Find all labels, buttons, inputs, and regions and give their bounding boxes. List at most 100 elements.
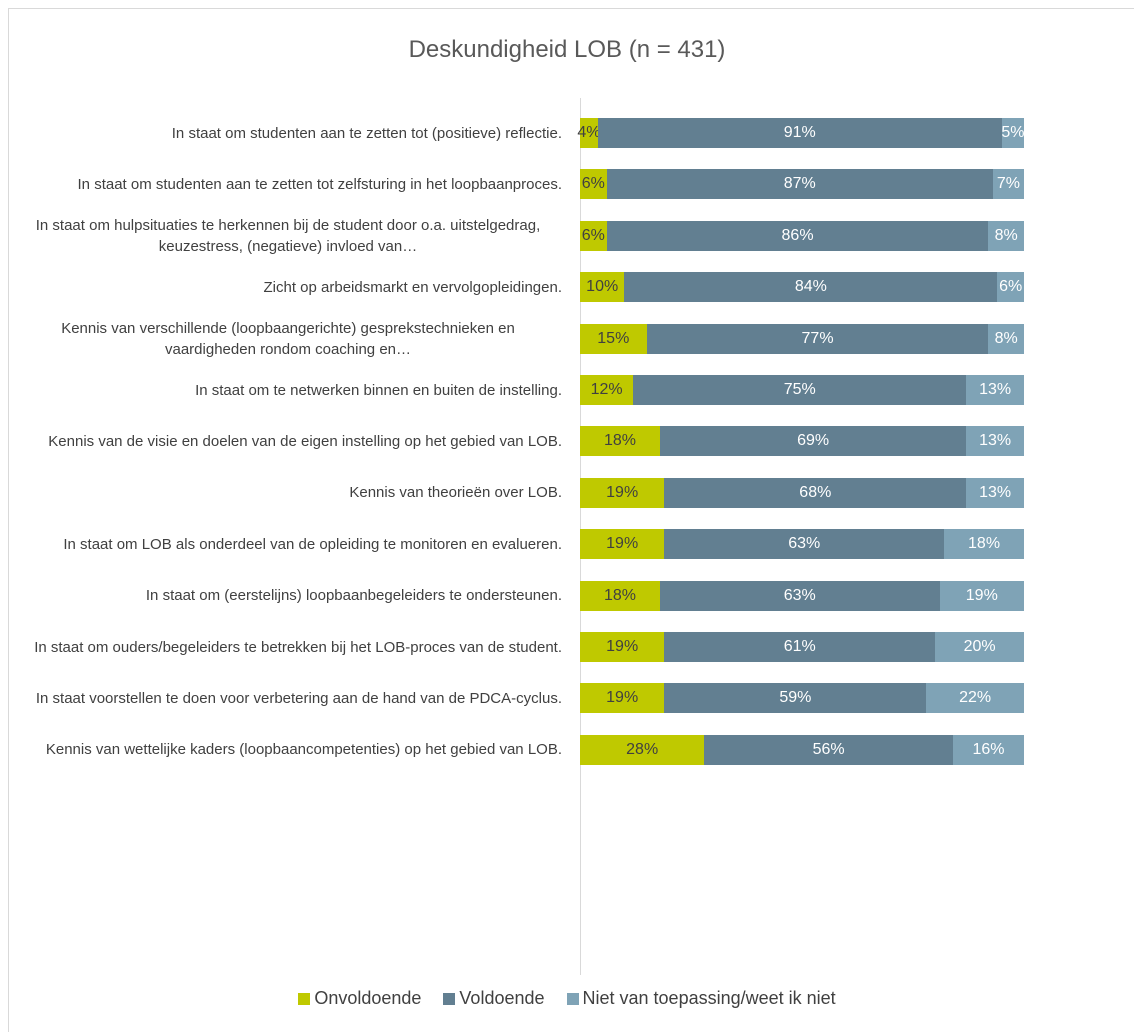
data-label: 19% — [606, 535, 639, 553]
legend-item: Onvoldoende — [298, 988, 421, 1009]
data-label: 56% — [812, 740, 845, 758]
chart-title: Deskundigheid LOB (n = 431) — [408, 36, 726, 63]
category-label: In staat om studenten aan te zetten tot … — [14, 163, 562, 205]
bar-segment: 7% — [992, 169, 1024, 200]
bar-segment: 8% — [988, 323, 1024, 354]
bar-segment: 6% — [580, 220, 607, 251]
category-label: In staat om hulpsituaties te herkennen b… — [14, 215, 562, 257]
data-label: 8% — [994, 329, 1018, 347]
bar-segment: 10% — [580, 272, 625, 303]
bar-segment: 19% — [939, 580, 1024, 611]
data-label: 22% — [959, 689, 992, 707]
bar-segment: 75% — [633, 375, 967, 405]
bar-segment: 69% — [659, 426, 967, 457]
legend-label: Voldoende — [459, 988, 545, 1008]
category-label: In staat om studenten aan te zetten tot … — [14, 112, 562, 154]
category-text: In staat om (eerstelijns) loopbaanbegele… — [145, 587, 562, 605]
data-label: 15% — [597, 329, 630, 347]
category-text: Kennis van theorieën over LOB. — [349, 484, 562, 502]
bar-segment: 8% — [988, 220, 1024, 251]
data-label: 8% — [994, 226, 1018, 244]
data-label: 75% — [783, 381, 816, 398]
data-label: 19% — [965, 586, 998, 604]
data-label: 18% — [968, 535, 1001, 553]
bar-segment: 18% — [944, 529, 1024, 560]
legend-swatch — [566, 992, 579, 1005]
data-label: 69% — [797, 432, 830, 450]
data-label: 5% — [1001, 124, 1025, 141]
bar-segment: 86% — [606, 220, 989, 251]
category-text: Kennis van verschillende (loopbaangerich… — [61, 319, 515, 358]
bar-segment: 63% — [659, 580, 940, 611]
bar-segment: 4% — [577, 118, 601, 148]
category-label: Kennis van verschillende (loopbaangerich… — [14, 318, 562, 360]
data-label: 18% — [603, 432, 636, 450]
bar-segment: 28% — [580, 734, 705, 765]
legend-swatch — [443, 992, 456, 1005]
bar-segment: 12% — [580, 375, 634, 405]
category-label: In staat voorstellen te doen voor verbet… — [14, 677, 562, 719]
category-label: Kennis van de visie en doelen van de eig… — [14, 420, 562, 462]
category-label: Zicht op arbeidsmarkt en vervolgopleidin… — [14, 266, 563, 308]
category-text: In staat om LOB als onderdeel van de opl… — [63, 535, 562, 553]
bar-segment: 56% — [704, 734, 953, 765]
category-label: In staat om LOB als onderdeel van de opl… — [14, 523, 562, 565]
data-label: 10% — [586, 278, 619, 296]
bar-segment: 61% — [664, 632, 936, 662]
legend-label: Onvoldoende — [314, 988, 422, 1008]
data-label: 18% — [603, 586, 636, 604]
data-label: 16% — [972, 740, 1005, 758]
data-label: 7% — [996, 175, 1020, 193]
data-label: 87% — [783, 175, 816, 193]
category-label: In staat om ouders/begeleiders te betrek… — [14, 626, 562, 668]
data-label: 28% — [626, 740, 659, 758]
category-text: Zicht op arbeidsmarkt en vervolgopleidin… — [263, 278, 563, 296]
data-label: 20% — [963, 638, 996, 655]
category-text: In staat om studenten aan te zetten tot … — [171, 124, 562, 142]
bar-segment: 6% — [997, 272, 1024, 303]
bar-segment: 18% — [580, 426, 660, 457]
category-label: In staat om (eerstelijns) loopbaanbegele… — [14, 575, 562, 617]
bar-segment: 15% — [580, 323, 647, 354]
bar-segment: 19% — [580, 683, 665, 714]
category-label: Kennis van theorieën over LOB. — [14, 472, 562, 514]
data-label: 6% — [581, 175, 605, 193]
data-label: 19% — [606, 689, 639, 707]
data-label: 84% — [794, 278, 827, 296]
data-label: 19% — [606, 638, 639, 655]
bar-segment: 22% — [926, 683, 1024, 714]
data-label: 63% — [783, 586, 816, 604]
legend-item: Niet van toepassing/weet ik niet — [566, 988, 836, 1009]
bar-segment: 6% — [580, 169, 607, 200]
category-label: In staat om te netwerken binnen en buite… — [14, 369, 562, 411]
bar-segment: 91% — [597, 118, 1002, 148]
bar-segment: 84% — [624, 272, 998, 303]
category-label: Kennis van wettelijke kaders (loopbaanco… — [14, 729, 562, 771]
bar-segment: 77% — [646, 323, 989, 354]
data-label: 6% — [581, 226, 605, 244]
data-label: 6% — [999, 278, 1023, 296]
category-text: Kennis van wettelijke kaders (loopbaanco… — [45, 741, 562, 759]
data-label: 68% — [799, 483, 832, 501]
chart-frame — [8, 8, 1134, 1032]
bar-segment: 13% — [966, 375, 1024, 405]
legend: Onvoldoende Voldoende Niet van toepassing/… — [0, 988, 1134, 1009]
legend-item: Voldoende — [443, 988, 545, 1009]
bar-segment: 19% — [580, 632, 665, 662]
category-text: In staat om studenten aan te zetten tot … — [77, 175, 562, 193]
data-label: 4% — [577, 124, 601, 141]
category-text: In staat om hulpsituaties te herkennen b… — [35, 216, 541, 255]
data-label: 13% — [979, 381, 1012, 398]
bar-segment: 68% — [664, 477, 967, 508]
data-label: 13% — [979, 483, 1012, 501]
bar-segment: 19% — [580, 477, 665, 508]
category-text: In staat voorstellen te doen voor verbet… — [35, 689, 562, 707]
category-text: In staat om ouders/begeleiders te betrek… — [34, 638, 562, 656]
bar-segment: 59% — [664, 683, 927, 714]
bar-segment: 18% — [580, 580, 660, 611]
bar-segment: 20% — [935, 632, 1024, 662]
data-label: 63% — [788, 535, 821, 553]
data-label: 61% — [783, 638, 816, 655]
bar-segment: 19% — [580, 529, 665, 560]
